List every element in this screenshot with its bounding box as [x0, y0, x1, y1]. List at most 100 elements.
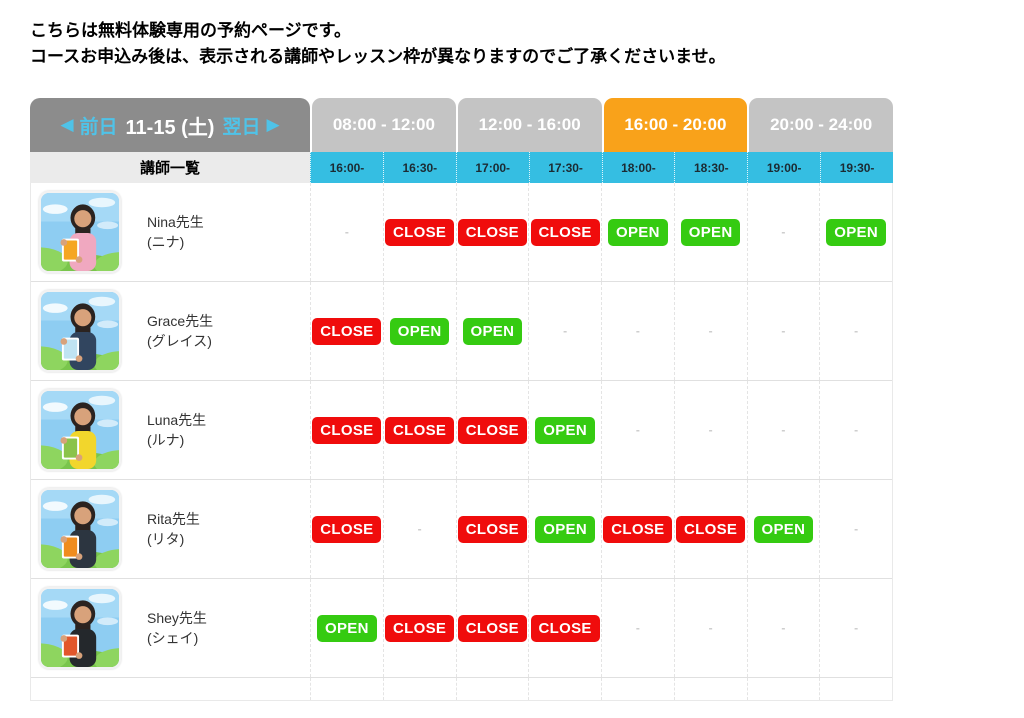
close-button[interactable]: CLOSE [530, 614, 600, 642]
slot-cell: - [528, 282, 601, 380]
partial-next-row [31, 678, 892, 700]
slot-cell: CLOSE [455, 480, 529, 578]
close-button[interactable]: CLOSE [312, 317, 382, 345]
slot-cell: - [746, 579, 820, 677]
teacher-cell [31, 678, 310, 700]
slot-cell: - [746, 381, 820, 479]
slot-cell: - [673, 282, 747, 380]
slot-cell: CLOSE [310, 480, 383, 578]
empty-slot-dash: - [781, 324, 786, 338]
slot-cell: - [819, 579, 892, 677]
slot-cell: OPEN [673, 183, 747, 281]
empty-slot-dash: - [417, 522, 422, 536]
open-button[interactable]: OPEN [389, 317, 450, 345]
close-button[interactable]: CLOSE [385, 614, 455, 642]
open-button[interactable]: OPEN [317, 614, 377, 642]
close-button[interactable]: CLOSE [676, 515, 746, 543]
close-button[interactable]: CLOSE [530, 218, 600, 246]
teacher-photo[interactable] [39, 587, 121, 669]
close-button[interactable]: CLOSE [603, 515, 673, 543]
close-button[interactable]: CLOSE [312, 515, 382, 543]
slot-cell: OPEN [310, 579, 383, 677]
teacher-name-block: Grace先生 (グレイス) [147, 311, 213, 352]
close-button[interactable]: CLOSE [457, 515, 527, 543]
close-button[interactable]: CLOSE [457, 218, 527, 246]
teacher-cell: Shey先生 (シェイ) [31, 579, 310, 677]
slot-cell: OPEN [746, 480, 820, 578]
avatar-graphic [41, 589, 119, 667]
empty-slot-dash: - [854, 423, 859, 437]
close-button[interactable]: CLOSE [457, 416, 527, 444]
teacher-kana: (リタ) [147, 531, 185, 547]
slot-cell: OPEN [455, 282, 529, 380]
slot-cell: CLOSE [310, 282, 383, 380]
slot-header-row: 講師一覧 16:00- 16:30- 17:00- 17:30- 18:00- … [30, 152, 893, 183]
prev-day-button[interactable]: ◀ 前日 [60, 112, 117, 139]
empty-slot-dash: - [708, 621, 713, 635]
teacher-kana: (ルナ) [147, 432, 185, 448]
slot-cell [310, 678, 383, 700]
slot-cell: CLOSE [382, 381, 456, 479]
empty-slot-dash: - [635, 423, 640, 437]
slot-cell: - [746, 183, 820, 281]
slot-cells: CLOSE - CLOSE OPEN CLOSE CLOSE OPEN - [310, 480, 892, 578]
teacher-kana: (グレイス) [147, 333, 212, 349]
time-tabs: 08:00 - 12:00 12:00 - 16:00 16:00 - 20:0… [310, 98, 893, 152]
date-nav: ◀ 前日 11-15 (土) 翌日 ▶ [30, 98, 310, 152]
teacher-cell: Grace先生 (グレイス) [31, 282, 310, 380]
close-button[interactable]: CLOSE [312, 416, 382, 444]
empty-slot-dash: - [854, 522, 859, 536]
close-button[interactable]: CLOSE [385, 416, 455, 444]
teacher-row: Nina先生 (ニナ) - CLOSE CLOSE CLOSE OPEN OPEN - OPEN [31, 183, 892, 282]
open-button[interactable]: OPEN [826, 218, 886, 246]
tab-0800-1200[interactable]: 08:00 - 12:00 [312, 98, 456, 152]
slot-cell: CLOSE [310, 381, 383, 479]
teacher-name-block: Luna先生 (ルナ) [147, 410, 206, 451]
slot-cells: CLOSE OPEN OPEN - - - - - [310, 282, 892, 380]
close-button[interactable]: CLOSE [385, 218, 455, 246]
next-day-button[interactable]: 翌日 ▶ [222, 112, 279, 139]
slot-cell: - [601, 282, 674, 380]
teacher-name-block: Rita先生 (リタ) [147, 509, 200, 550]
slot-cell [746, 678, 820, 700]
close-button[interactable]: CLOSE [457, 614, 527, 642]
slot-cell: - [601, 381, 674, 479]
empty-slot-dash: - [635, 621, 640, 635]
open-button[interactable]: OPEN [535, 416, 595, 444]
teacher-photo[interactable] [39, 389, 121, 471]
tab-1600-2000[interactable]: 16:00 - 20:00 [603, 98, 748, 152]
slot-cell: CLOSE [455, 579, 529, 677]
teacher-name-block: Nina先生 (ニナ) [147, 212, 204, 253]
teacher-kana: (ニナ) [147, 234, 185, 250]
booking-table: ◀ 前日 11-15 (土) 翌日 ▶ 08:00 - 12:00 12:00 … [30, 98, 893, 701]
teacher-kana: (シェイ) [147, 630, 199, 646]
slot-cells: CLOSE CLOSE CLOSE OPEN - - - - [310, 381, 892, 479]
teacher-name-block: Shey先生 (シェイ) [147, 608, 207, 649]
slot-cell: OPEN [601, 183, 674, 281]
open-button[interactable]: OPEN [535, 515, 595, 543]
schedule-body: Nina先生 (ニナ) - CLOSE CLOSE CLOSE OPEN OPEN - OPEN G… [30, 183, 893, 701]
prev-day-label: 前日 [79, 116, 118, 138]
slot-cell: - [819, 381, 892, 479]
empty-slot-dash: - [781, 621, 786, 635]
slot-header-1600: 16:00- [310, 152, 383, 183]
open-button[interactable]: OPEN [753, 515, 814, 543]
open-button[interactable]: OPEN [608, 218, 668, 246]
teacher-photo[interactable] [39, 290, 121, 372]
open-button[interactable]: OPEN [462, 317, 523, 345]
slot-cell: - [310, 183, 383, 281]
next-day-label: 翌日 [222, 116, 261, 138]
teacher-cell: Rita先生 (リタ) [31, 480, 310, 578]
teacher-photo[interactable] [39, 191, 121, 273]
slot-header-1800: 18:00- [601, 152, 675, 183]
slot-cell: CLOSE [528, 183, 601, 281]
tab-1200-1600[interactable]: 12:00 - 16:00 [457, 98, 602, 152]
avatar-graphic [41, 490, 119, 568]
empty-slot-dash: - [854, 324, 859, 338]
empty-slot-dash: - [781, 423, 786, 437]
slot-cell: CLOSE [455, 381, 529, 479]
teacher-photo[interactable] [39, 488, 121, 570]
tab-2000-2400[interactable]: 20:00 - 24:00 [749, 98, 893, 152]
slot-cell [382, 678, 456, 700]
open-button[interactable]: OPEN [680, 218, 741, 246]
